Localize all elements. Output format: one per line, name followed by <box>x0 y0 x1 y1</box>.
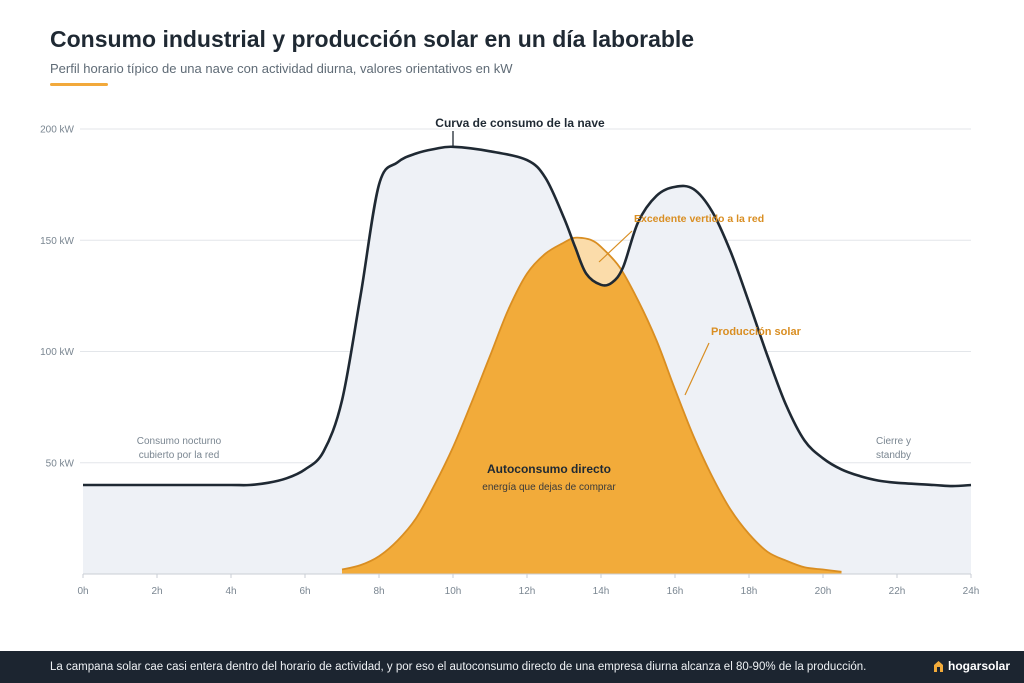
night-consumption-label-2: cubierto por la red <box>139 450 220 461</box>
x-tick-label: 18h <box>741 586 758 597</box>
self-consumption-sublabel: energía que dejas de comprar <box>482 482 616 493</box>
chart-annotations: Curva de consumo de la nave Excedente ve… <box>137 116 911 493</box>
close-standby-label-2: standby <box>876 450 911 461</box>
x-tick-label: 8h <box>373 586 384 597</box>
x-tick-label: 10h <box>445 586 462 597</box>
close-standby-label-1: Cierre y <box>876 436 911 447</box>
house-icon <box>933 660 943 672</box>
x-tick-label: 24h <box>963 586 980 597</box>
x-tick-label: 0h <box>77 586 88 597</box>
x-tick-label: 12h <box>519 586 536 597</box>
consumption-line <box>83 145 972 488</box>
footer-note: La campana solar cae casi entera dentro … <box>50 661 867 673</box>
solar-callout-line <box>684 342 710 396</box>
footer-bar: La campana solar cae casi entera dentro … <box>0 651 1024 683</box>
chart-areas <box>83 145 972 574</box>
self-consumption-label: Autoconsumo directo <box>487 462 611 476</box>
night-consumption-label-1: Consumo nocturno <box>137 436 222 447</box>
x-tick-label: 20h <box>815 586 832 597</box>
self-consumption-area <box>342 237 842 574</box>
brand-name: hogarsolar <box>947 659 1010 673</box>
x-tick-label: 16h <box>667 586 684 597</box>
solar-production-line <box>341 236 842 573</box>
title-accent-bar <box>50 83 108 86</box>
x-tick-label: 2h <box>151 586 162 597</box>
x-tick-label: 4h <box>225 586 236 597</box>
chart-title: Consumo industrial y producción solar en… <box>50 26 695 52</box>
y-tick-label: 100 kW <box>40 347 74 358</box>
y-tick-label: 50 kW <box>46 458 75 469</box>
y-axis-ticks: 50 kW 100 kW 150 kW 200 kW <box>40 125 74 470</box>
consumption-curve-label: Curva de consumo de la nave <box>435 116 605 130</box>
chart: 50 kW 100 kW 150 kW 200 kW 0h 2h 4h 6h 8h 10h 12h… <box>40 116 980 597</box>
solar-label: Producción solar <box>711 326 802 338</box>
brand-logo[interactable]: hogarsolar <box>933 659 1010 673</box>
chart-subtitle: Perfil horario típico de una nave con ac… <box>50 61 513 76</box>
y-tick-label: 200 kW <box>40 125 74 136</box>
x-axis-ticks: 0h 2h 4h 6h 8h 10h 12h 14h 16h 18h 20h 22h 24h <box>77 573 980 597</box>
x-tick-label: 22h <box>889 586 906 597</box>
x-tick-label: 6h <box>299 586 310 597</box>
y-tick-label: 150 kW <box>40 236 74 247</box>
x-tick-label: 14h <box>593 586 610 597</box>
surplus-callout-line <box>598 230 633 263</box>
surplus-label: Excedente vertido a la red <box>634 213 764 225</box>
